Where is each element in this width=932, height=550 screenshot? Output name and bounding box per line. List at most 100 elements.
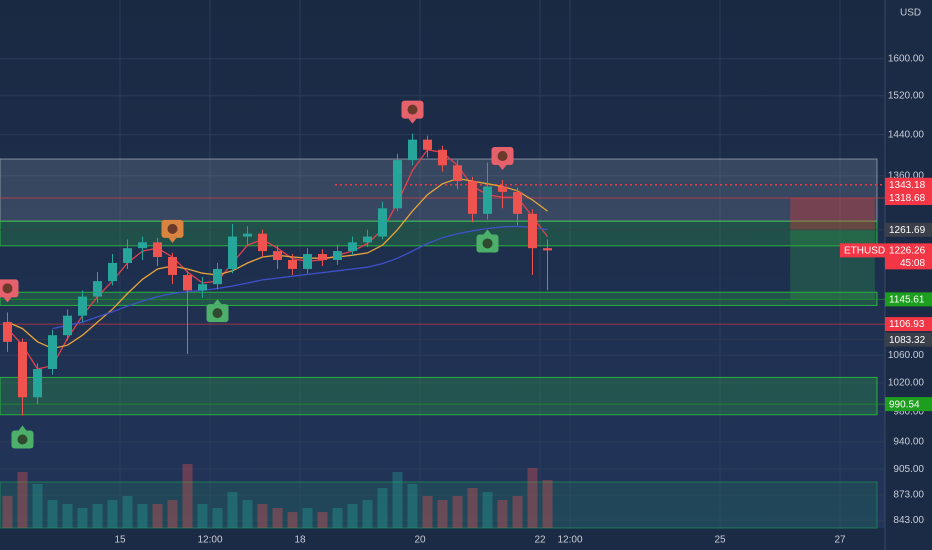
countdown: 45:08 (900, 258, 925, 269)
volume-bar (407, 484, 418, 528)
signal-icon (17, 434, 28, 445)
candle-body (33, 369, 42, 398)
volume-bar (467, 488, 478, 528)
position-risk (790, 198, 875, 230)
signal-icon (497, 151, 508, 162)
volume-bar (32, 484, 43, 528)
position-reward (790, 229, 875, 300)
candle-body (423, 139, 432, 150)
candle-body (3, 322, 12, 342)
volume-bar (2, 496, 13, 528)
y-tick-label: 843.00 (893, 515, 924, 526)
candle-body (123, 248, 132, 263)
candle-body (48, 335, 57, 370)
volume-bar (437, 500, 448, 528)
candle-body (198, 284, 207, 291)
candle-body (93, 281, 102, 297)
price-tag-label: 1106.93 (889, 319, 925, 330)
price-tag-label: 1145.61 (889, 294, 925, 305)
volume-bar (62, 504, 73, 528)
volume-bar (167, 500, 178, 528)
signal-icon (212, 308, 223, 319)
candle-body (258, 233, 267, 252)
y-tick-label: 1020.00 (888, 378, 925, 389)
volume-bar (272, 508, 283, 528)
candle-body (213, 268, 222, 285)
volume-bar (497, 500, 508, 528)
signal-icon (167, 223, 178, 234)
volume-bar (212, 508, 223, 528)
signal-pointer (18, 425, 27, 431)
x-tick-label: 12:00 (557, 535, 582, 546)
volume-bar (122, 496, 133, 528)
candle-body (303, 254, 312, 269)
volume-bar (302, 508, 313, 528)
candle-body (63, 315, 72, 336)
x-tick-label: 27 (834, 535, 846, 546)
candle-body (378, 208, 387, 237)
candle-body (228, 236, 237, 269)
signal-pointer (3, 297, 12, 303)
candle-body (468, 181, 477, 214)
price-tag (885, 222, 932, 237)
ticker-tag (840, 243, 885, 258)
volume-bar (182, 464, 193, 528)
zone (0, 481, 878, 529)
volume-bar (482, 492, 493, 528)
candle-body (243, 233, 252, 237)
volume-bar (317, 512, 328, 528)
x-tick-label: 22 (534, 535, 546, 546)
candle-body (363, 236, 372, 243)
x-tick-label: 12:00 (197, 535, 222, 546)
signal-pointer (498, 165, 507, 171)
signal-pointer (168, 237, 177, 243)
volume-bar (422, 496, 433, 528)
volume-bar (227, 492, 238, 528)
price-tag-label: 1318.68 (889, 193, 926, 204)
y-tick-label: 1360.00 (888, 170, 925, 181)
candle-body (333, 251, 342, 260)
candle-body (153, 242, 162, 258)
candle-body (498, 186, 507, 192)
signal-pointer (213, 299, 222, 305)
signal-pointer (483, 229, 492, 235)
price-tag (885, 292, 932, 307)
volume-bar (107, 500, 118, 528)
price-tag (885, 191, 932, 206)
y-tick-label: 1060.00 (888, 350, 925, 361)
unit-label: USD (900, 8, 921, 19)
candle-body (108, 262, 117, 282)
candle-body (183, 275, 192, 291)
zone (0, 291, 878, 306)
candle-body (513, 191, 522, 214)
candle-body (453, 165, 462, 182)
candle-body (288, 259, 297, 269)
volume-bar (152, 504, 163, 528)
volume-bar (392, 472, 403, 528)
last-price: 1226.26 (889, 246, 926, 257)
candle-body (438, 149, 447, 166)
candle-body (18, 341, 27, 398)
plot-background (0, 0, 885, 528)
moving-average (52, 225, 548, 330)
x-tick-label: 20 (414, 535, 426, 546)
volume-bar (17, 472, 28, 528)
candle-body (408, 139, 417, 161)
y-tick-label: 1600.00 (888, 53, 925, 64)
volume-bar (362, 500, 373, 528)
last-price-tag (885, 243, 932, 270)
y-tick-label: 1440.00 (888, 129, 925, 140)
price-tag-label: 990.54 (889, 399, 920, 410)
volume-bar (287, 512, 298, 528)
time-axis (0, 528, 885, 550)
signal-icon (407, 104, 418, 115)
volume-bar (542, 480, 553, 528)
volume-bar (257, 504, 268, 528)
signal-icon (2, 283, 13, 294)
candle-body (483, 186, 492, 214)
candle-body (78, 296, 87, 316)
zone (0, 158, 878, 222)
volume-bar (332, 508, 343, 528)
